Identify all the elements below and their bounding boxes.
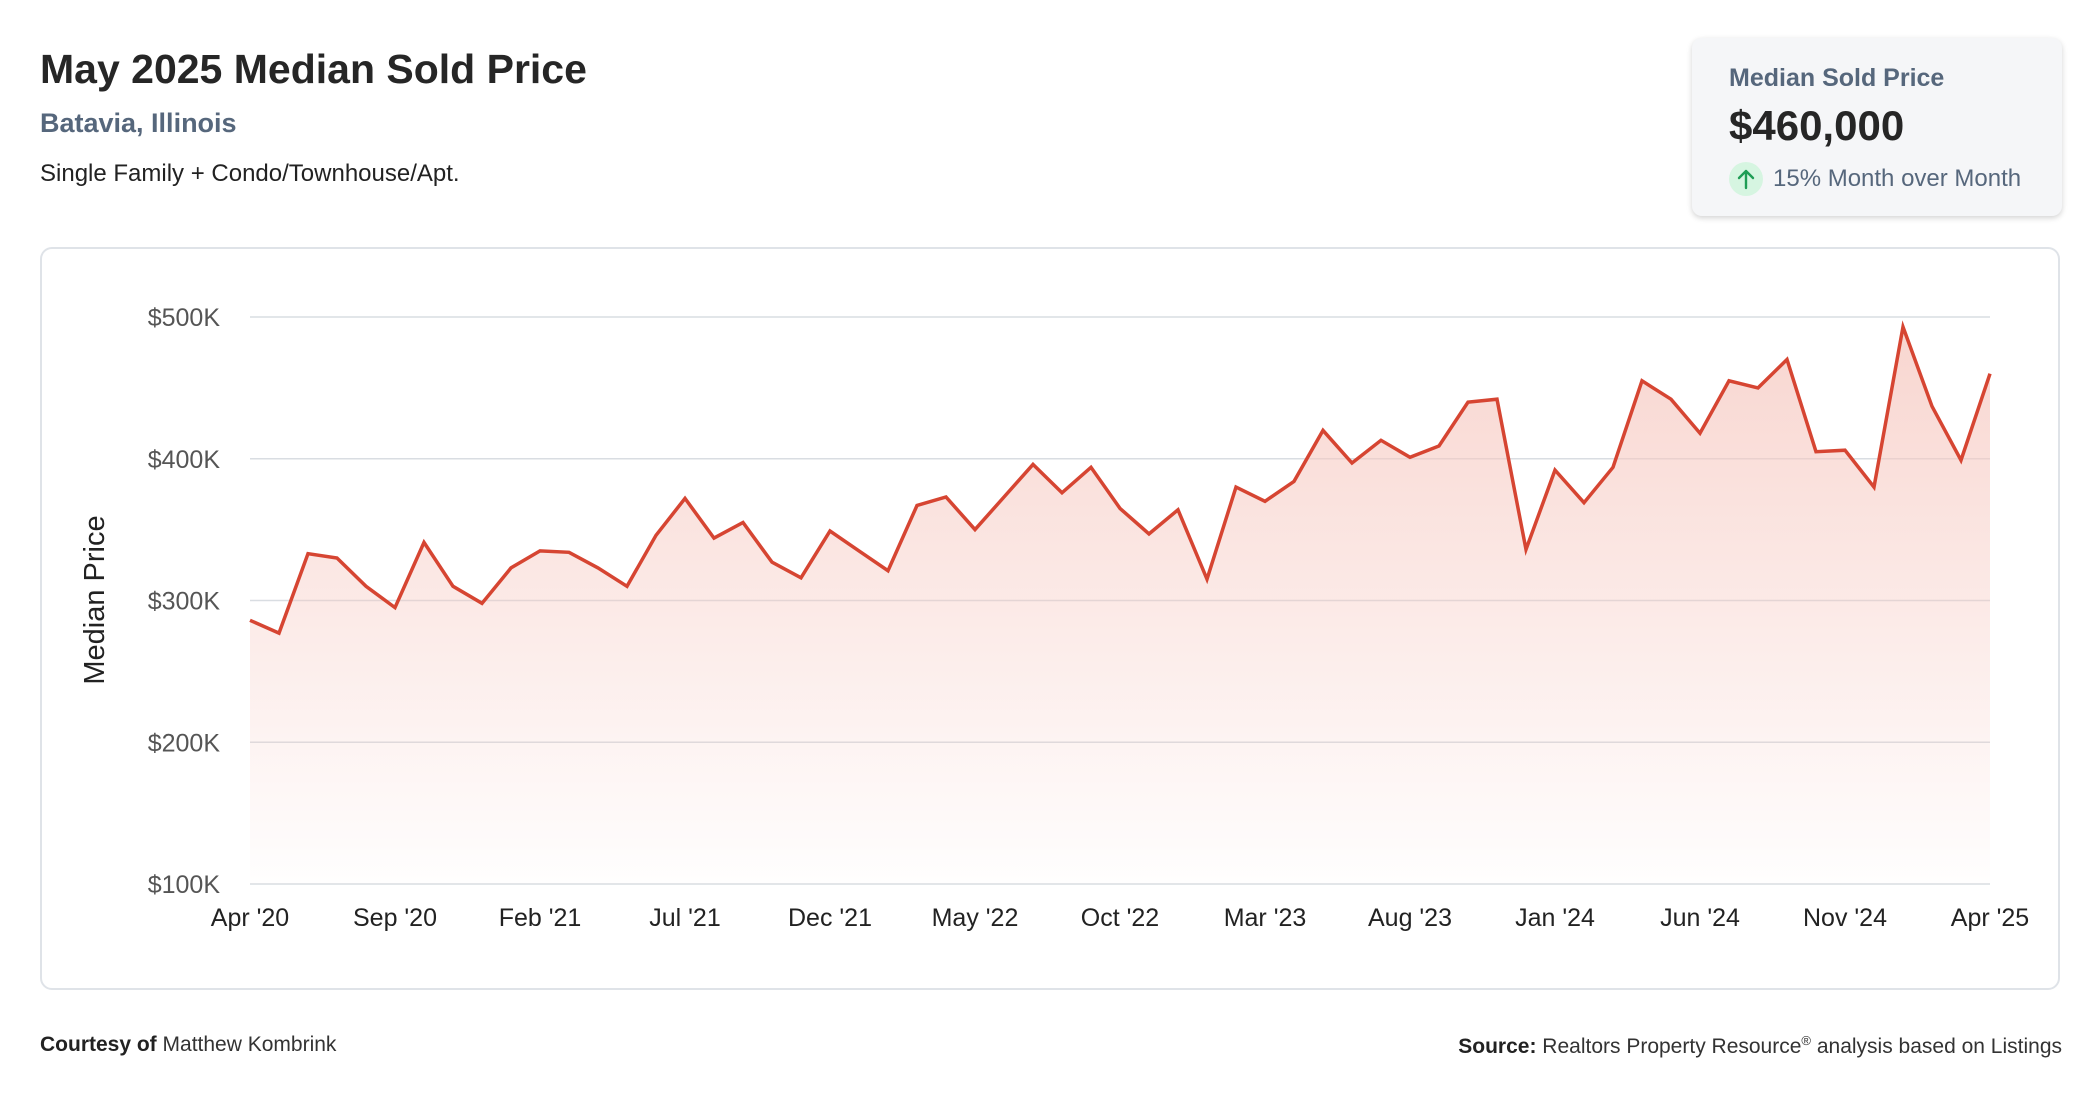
x-tick-label: Nov '24 — [1803, 904, 1887, 932]
x-tick-label: Sep '20 — [353, 904, 437, 932]
location-label: Batavia, Illinois — [40, 108, 237, 138]
stat-value: $460,000 — [1729, 102, 1905, 149]
y-tick-label: $300K — [148, 588, 221, 616]
arrow-up-icon — [1729, 162, 1763, 196]
y-tick-label: $200K — [148, 729, 221, 757]
median-price-card: Median Sold Price $460,000 15% Month ove… — [1692, 38, 2062, 216]
courtesy-name: Matthew Kombrink — [162, 1033, 337, 1056]
source-tail: analysis based on Listings — [1816, 1035, 2062, 1058]
median-price-chart: $500K $400K $300K $200K $100K Apr '20 Sep '20 F… — [79, 304, 2029, 932]
property-type-label: Single Family + Condo/Townhouse/Apt. — [40, 160, 460, 187]
x-tick-label: Jan '24 — [1515, 904, 1595, 932]
y-axis-title: Median Price — [79, 515, 111, 684]
stat-label: Median Sold Price — [1729, 64, 1945, 92]
source-label: Source: — [1458, 1035, 1537, 1058]
source-footer: Source: Realtors Property Resource® anal… — [1458, 1033, 2062, 1059]
stat-change: 15% Month over Month — [1729, 162, 2021, 196]
x-tick-label: Apr '25 — [1951, 904, 2029, 932]
series-area — [250, 326, 1990, 884]
stat-change-text: 15% Month over Month — [1773, 165, 2022, 192]
series-line — [249, 320, 1992, 636]
source-text: Realtors Property Resource — [1542, 1035, 1802, 1058]
registered-mark: ® — [1801, 1033, 1811, 1048]
x-tick-label: Feb '21 — [499, 904, 582, 932]
x-tick-label: Jun '24 — [1660, 904, 1740, 932]
x-tick-label: Apr '20 — [211, 904, 289, 932]
courtesy-label: Courtesy of — [40, 1033, 157, 1056]
y-tick-label: $100K — [148, 871, 221, 899]
x-tick-label: Jul '21 — [649, 904, 720, 932]
x-tick-label: Aug '23 — [1368, 904, 1452, 932]
x-tick-label: Dec '21 — [788, 904, 872, 932]
x-tick-label: Oct '22 — [1081, 904, 1159, 932]
y-tick-label: $500K — [148, 304, 221, 332]
page-title: May 2025 Median Sold Price — [40, 46, 587, 92]
courtesy-footer: Courtesy of Matthew Kombrink — [40, 1033, 336, 1057]
y-tick-label: $400K — [148, 446, 221, 474]
x-tick-label: Mar '23 — [1224, 904, 1307, 932]
x-tick-label: May '22 — [932, 904, 1019, 932]
